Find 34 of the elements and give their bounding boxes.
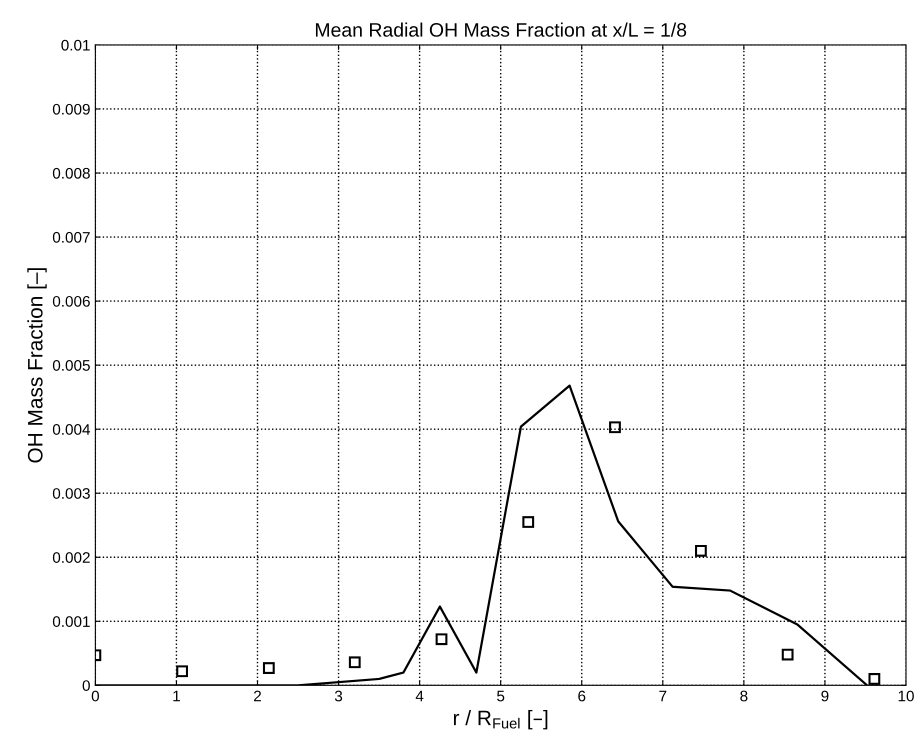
point — [348, 656, 361, 668]
y-tick-label: 0.001 — [52, 616, 90, 627]
x-tick-label: 5 — [497, 690, 504, 702]
y-tick-label: 0.01 — [61, 40, 90, 51]
point — [262, 662, 275, 674]
y-tick-label: 0.007 — [52, 232, 90, 243]
x-axis-title: r / R$_{Fuel}$ [–] — [454, 710, 548, 730]
y-tick-label: 0 — [82, 680, 90, 692]
x-tick-label: 0 — [92, 690, 100, 702]
x-tick-label: 7 — [659, 690, 666, 702]
chart-title: Mean Radial OH Mass Fraction at x/L = 1/8 — [316, 22, 686, 37]
point — [609, 421, 621, 434]
x-tick-label: 4 — [416, 690, 424, 702]
point — [522, 516, 534, 528]
x-tick-label: 8 — [740, 690, 748, 702]
point — [782, 648, 794, 660]
y-tick-label: 0.002 — [52, 552, 90, 563]
x-tick-label: 10 — [898, 690, 914, 702]
y-tick-label: 0.009 — [52, 104, 90, 115]
x-tick-label: 1 — [173, 690, 180, 702]
point — [695, 544, 707, 557]
y-tick-label: 0.004 — [52, 424, 90, 435]
x-tick-label: 2 — [254, 690, 261, 702]
y-tick-label: 0.008 — [52, 168, 90, 179]
y-tick-label: 0.005 — [52, 360, 90, 371]
point — [436, 633, 448, 646]
x-tick-label: 6 — [578, 690, 586, 702]
y-tick-label: 0.003 — [52, 488, 90, 499]
point — [176, 665, 188, 678]
y-tick-label: 0.006 — [52, 296, 90, 307]
x-tick-label: 3 — [334, 690, 342, 702]
y-axis-title: OH Mass Fraction [–] — [27, 268, 47, 463]
x-tick-label: 9 — [821, 690, 828, 702]
point — [868, 673, 880, 685]
